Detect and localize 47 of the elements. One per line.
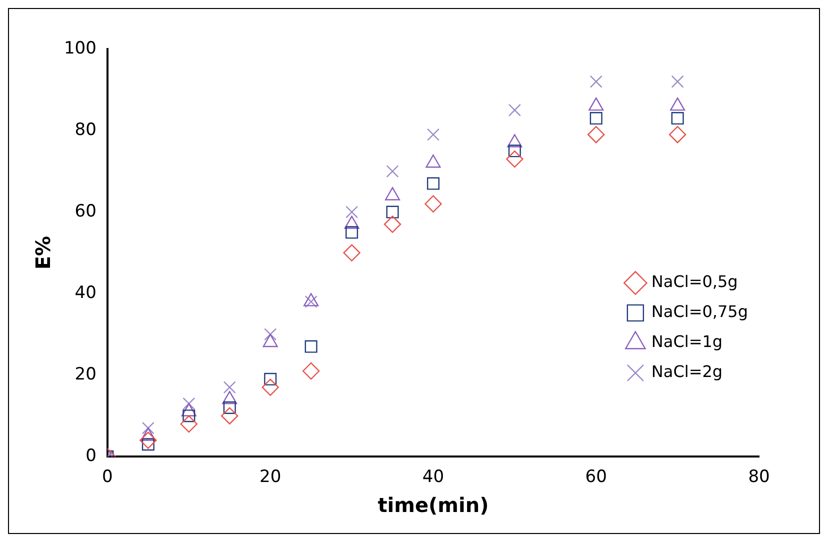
point (302, 362, 320, 380)
point (508, 144, 521, 158)
point (671, 75, 684, 88)
point (590, 112, 602, 125)
point (590, 75, 602, 88)
point (182, 397, 196, 410)
x-tick-label: 60 (585, 467, 607, 488)
y-tick-label: 0 (86, 446, 96, 466)
point (508, 104, 521, 116)
x-tick-label: 0 (102, 467, 113, 488)
point (343, 244, 360, 262)
point (346, 206, 358, 218)
y-tick-label: 60 (74, 201, 96, 222)
y-tick-label: 80 (74, 120, 96, 140)
point (221, 407, 238, 424)
point (671, 112, 684, 125)
legend-label: NaCl=0,5g (651, 272, 738, 292)
x-tick-label: 20 (260, 467, 282, 488)
point (264, 372, 277, 386)
legend-label: NaCl=2g (651, 362, 723, 382)
point (384, 216, 402, 233)
point (304, 340, 318, 353)
point (223, 401, 236, 414)
point (140, 432, 157, 449)
point (668, 126, 686, 144)
point (262, 378, 279, 396)
point (506, 150, 524, 168)
legend-label: NaCl=0,75g (651, 302, 748, 322)
y-tick-label: 100 (64, 38, 96, 58)
point (180, 415, 198, 433)
point (142, 422, 154, 434)
y-tick-label: 20 (74, 364, 96, 384)
x-tick-label: 80 (748, 467, 770, 488)
point (386, 165, 399, 178)
point (386, 206, 399, 218)
point (346, 226, 358, 239)
point (223, 381, 236, 394)
point (588, 126, 605, 144)
point (426, 128, 440, 141)
point (426, 177, 440, 190)
legend-label: NaCl=1g (651, 332, 723, 352)
y-axis-title: E% (31, 236, 56, 270)
y-tick-label: 40 (74, 282, 96, 303)
point (182, 410, 196, 422)
x-tick-label: 40 (422, 467, 444, 488)
x-axis-title: time(min) (378, 493, 489, 518)
point (424, 195, 442, 212)
